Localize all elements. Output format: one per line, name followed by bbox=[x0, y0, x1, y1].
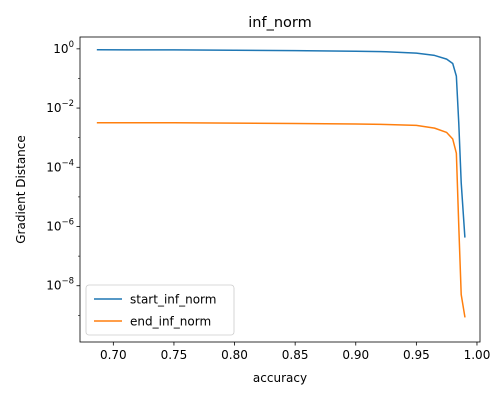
series-layer bbox=[96, 49, 466, 318]
legend-label-start_inf_norm: start_inf_norm bbox=[130, 293, 216, 307]
x-tick-label: 0.95 bbox=[403, 348, 430, 362]
y-tick-label: 10−2 bbox=[46, 99, 74, 115]
x-tick-label: 0.90 bbox=[342, 348, 369, 362]
y-tick-exponent: −6 bbox=[61, 218, 74, 228]
y-tick-exponent: −4 bbox=[61, 158, 74, 168]
y-tick-exponent: −2 bbox=[61, 99, 74, 109]
y-tick-exponent: −8 bbox=[61, 277, 74, 287]
chart-title: inf_norm bbox=[248, 15, 311, 31]
plot-frame bbox=[79, 36, 481, 343]
legend-box bbox=[85, 284, 235, 336]
y-tick-label: 10−4 bbox=[46, 158, 74, 174]
y-tick-base: 10 bbox=[53, 42, 68, 56]
x-tick-label: 0.80 bbox=[221, 348, 248, 362]
y-tick-label: 100 bbox=[53, 40, 74, 56]
x-axis-label: accuracy bbox=[253, 371, 307, 385]
x-tick-label: 0.70 bbox=[100, 348, 127, 362]
y-tick-base: 10 bbox=[46, 101, 61, 115]
legend: start_inf_norm end_inf_norm bbox=[85, 284, 235, 336]
y-tick-base: 10 bbox=[46, 220, 61, 234]
series-line-start_inf_norm bbox=[96, 49, 466, 238]
series-line-end_inf_norm bbox=[96, 121, 466, 318]
x-tick-label: 0.85 bbox=[282, 348, 309, 362]
y-tick-base: 10 bbox=[46, 279, 61, 293]
y-tick-base: 10 bbox=[46, 160, 61, 174]
y-tick-exponent: 0 bbox=[69, 40, 74, 50]
x-tick-label: 0.75 bbox=[161, 348, 188, 362]
x-tick-label: 1.00 bbox=[464, 348, 491, 362]
y-axis-label: Gradient Distance bbox=[14, 135, 28, 244]
y-tick-label: 10−6 bbox=[46, 218, 74, 234]
y-tick-label: 10−8 bbox=[46, 277, 74, 293]
legend-label-end_inf_norm: end_inf_norm bbox=[130, 315, 211, 329]
x-axis-ticks: 0.70 0.75 0.80 0.85 0.90 0.95 1.00 bbox=[100, 342, 490, 362]
